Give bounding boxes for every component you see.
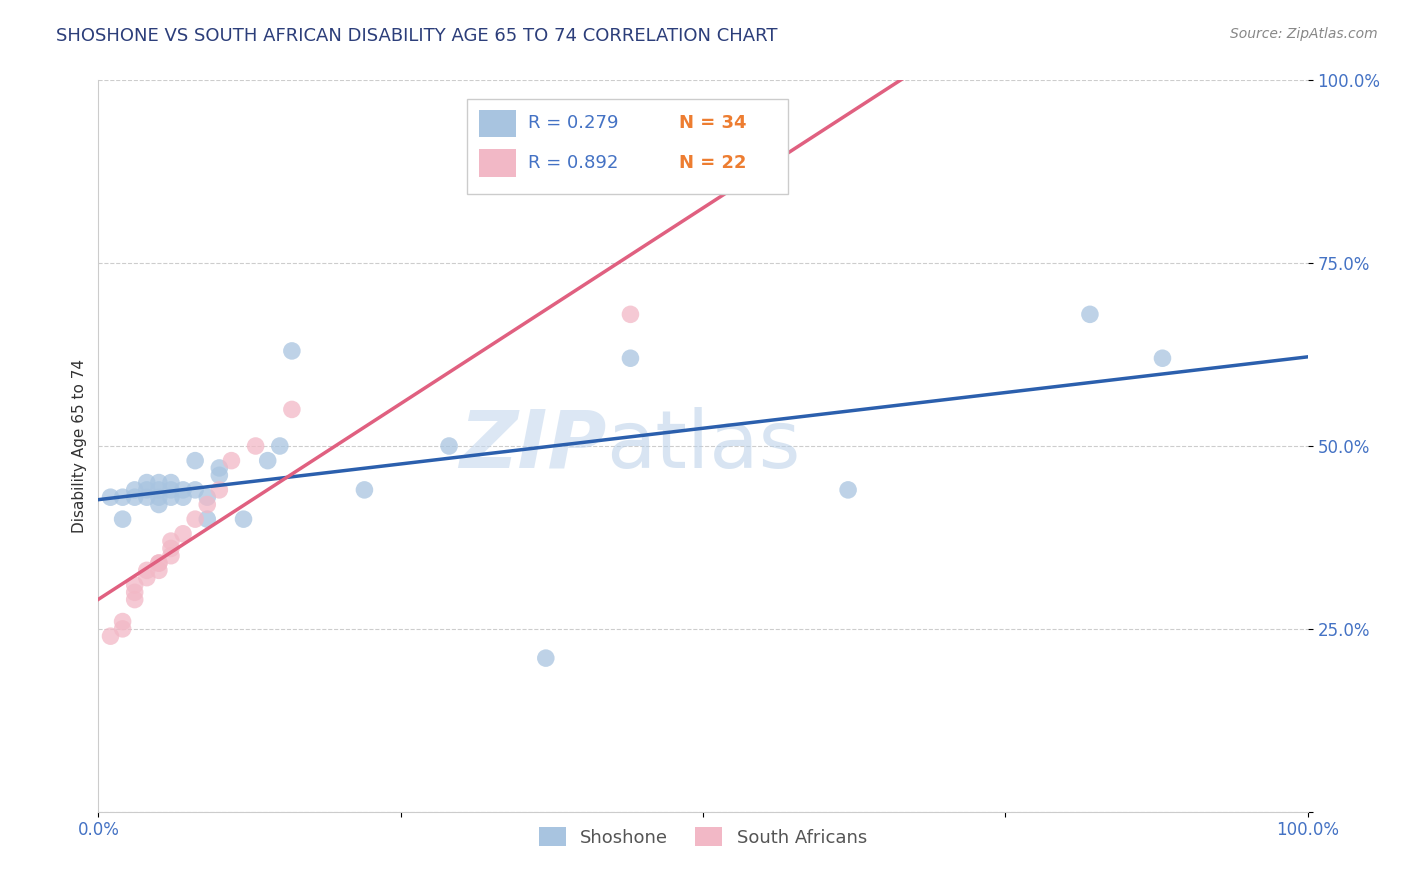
Point: [160, 475, 183, 490]
Point: [1152, 351, 1174, 366]
Point: [256, 453, 278, 467]
Point: [148, 490, 170, 504]
Point: [619, 307, 641, 321]
Point: [135, 490, 157, 504]
Point: [208, 461, 231, 475]
Point: [1078, 307, 1101, 321]
Point: [160, 483, 183, 497]
Point: [184, 512, 207, 526]
Text: N = 22: N = 22: [679, 154, 747, 172]
Point: [172, 526, 194, 541]
FancyBboxPatch shape: [479, 149, 516, 177]
Point: [148, 556, 170, 570]
Point: [195, 498, 218, 512]
Point: [135, 563, 157, 577]
Point: [160, 541, 183, 556]
Y-axis label: Disability Age 65 to 74: Disability Age 65 to 74: [72, 359, 87, 533]
Text: SHOSHONE VS SOUTH AFRICAN DISABILITY AGE 65 TO 74 CORRELATION CHART: SHOSHONE VS SOUTH AFRICAN DISABILITY AGE…: [56, 27, 778, 45]
Point: [124, 578, 146, 592]
Point: [837, 483, 859, 497]
FancyBboxPatch shape: [467, 99, 787, 194]
Point: [195, 490, 218, 504]
Point: [148, 563, 170, 577]
Point: [208, 468, 231, 483]
Point: [100, 490, 122, 504]
Point: [172, 490, 194, 504]
Point: [135, 475, 157, 490]
Text: ZIP: ZIP: [458, 407, 606, 485]
Point: [281, 402, 304, 417]
Point: [208, 483, 231, 497]
Point: [437, 439, 460, 453]
Point: [245, 439, 267, 453]
Point: [111, 512, 134, 526]
Point: [353, 483, 375, 497]
Point: [124, 585, 146, 599]
Point: [269, 439, 291, 453]
Point: [281, 343, 304, 358]
Point: [160, 534, 183, 549]
Point: [172, 483, 194, 497]
Point: [148, 475, 170, 490]
Point: [195, 512, 218, 526]
Point: [124, 483, 146, 497]
Point: [135, 483, 157, 497]
Point: [111, 615, 134, 629]
Text: Source: ZipAtlas.com: Source: ZipAtlas.com: [1230, 27, 1378, 41]
Point: [148, 483, 170, 497]
Legend: Shoshone, South Africans: Shoshone, South Africans: [531, 820, 875, 854]
Point: [135, 571, 157, 585]
Point: [534, 651, 557, 665]
Point: [184, 483, 207, 497]
Text: R = 0.892: R = 0.892: [527, 154, 619, 172]
Point: [160, 549, 183, 563]
Point: [160, 490, 183, 504]
Text: N = 34: N = 34: [679, 114, 747, 132]
Point: [232, 512, 254, 526]
Point: [184, 453, 207, 467]
Point: [148, 498, 170, 512]
Point: [619, 351, 641, 366]
Point: [111, 490, 134, 504]
Text: atlas: atlas: [606, 407, 800, 485]
Point: [124, 490, 146, 504]
FancyBboxPatch shape: [479, 110, 516, 137]
Point: [100, 629, 122, 643]
Point: [111, 622, 134, 636]
Point: [221, 453, 243, 467]
Text: R = 0.279: R = 0.279: [527, 114, 619, 132]
Point: [124, 592, 146, 607]
Point: [148, 556, 170, 570]
